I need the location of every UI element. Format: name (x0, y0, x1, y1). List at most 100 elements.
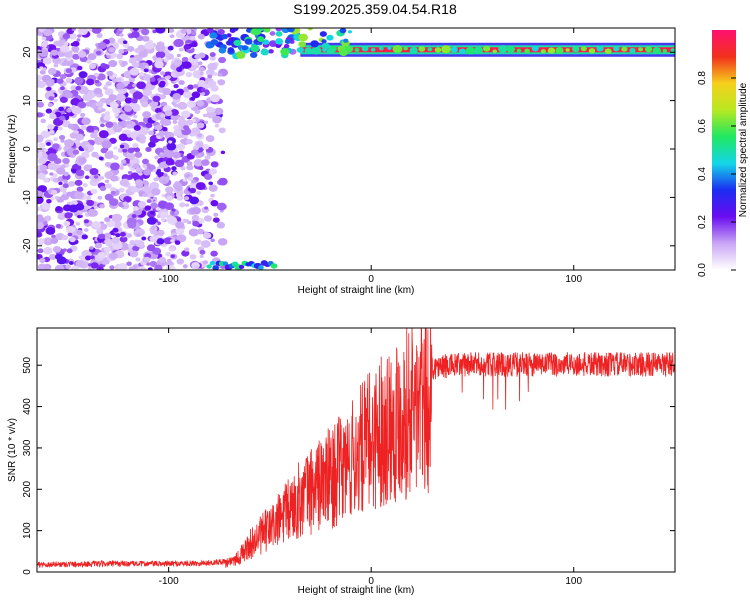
spectrogram-cell (82, 183, 87, 187)
spectrogram-cell (204, 173, 213, 181)
spectrogram-cell (87, 89, 94, 95)
spectrogram-cell (119, 144, 125, 149)
spectrogram-cell (638, 47, 644, 52)
spectrogram-cell (159, 152, 164, 156)
spectrogram-cell (171, 166, 177, 171)
spectrogram-cell (71, 265, 79, 270)
spectrogram-cell (170, 239, 175, 243)
spectrogram-cell (298, 41, 306, 48)
spectrogram-cell (78, 157, 87, 165)
spectrogram-cell (136, 233, 141, 237)
spectrogram-cell (387, 46, 392, 51)
spectrogram-cell (143, 256, 151, 262)
spectrogram-cell (210, 238, 215, 243)
spectrogram-y-tick-label: 10 (22, 95, 33, 107)
spectrogram-cell (192, 220, 200, 227)
spectrogram-cell (130, 186, 139, 193)
spectrogram-cell (97, 251, 106, 259)
spectrogram-cell (169, 34, 175, 39)
spectrogram-cell (37, 248, 44, 254)
spectrogram-cell (122, 40, 128, 44)
spectrogram-cell (183, 196, 190, 201)
spectrogram-cell (90, 188, 98, 195)
spectrogram-cell (37, 134, 44, 143)
spectrogram-cell (280, 47, 290, 56)
spectrogram-cell (392, 45, 403, 53)
spectrogram-cell (141, 28, 150, 36)
spectrogram-cell (191, 91, 201, 99)
spectrogram-cell (70, 85, 77, 91)
spectrogram-cell (275, 38, 284, 45)
spectrogram-cell (176, 66, 183, 73)
spectrogram-cell (86, 78, 95, 86)
spectrogram-cell (175, 193, 181, 198)
spectrogram-cell (629, 48, 636, 54)
spectrogram-cell (45, 227, 56, 235)
spectrogram-cell (137, 44, 146, 52)
spectrogram-cell (76, 186, 84, 192)
spectrogram-cell (37, 173, 46, 180)
spectrogram-cell (170, 254, 175, 258)
spectrogram-cell (275, 31, 283, 37)
spectrogram-cell (217, 79, 226, 86)
spectrogram-cell (71, 28, 76, 31)
spectrogram-cell (250, 44, 260, 53)
spectrogram-cell (128, 266, 134, 270)
spectrogram-cell (565, 48, 570, 52)
spectrogram-cell (78, 255, 84, 260)
spectrogram-cell (127, 170, 133, 175)
spectrogram-cell (178, 47, 184, 52)
spectrogram-cell (258, 265, 264, 270)
spectrogram-cell (158, 175, 170, 185)
spectrogram-cell (99, 186, 107, 192)
spectrogram-cell (205, 135, 215, 143)
spectrogram-cell (209, 52, 216, 57)
spectrogram-cell (96, 33, 103, 39)
spectrogram-cell (197, 61, 203, 66)
spectrogram-cell (378, 46, 384, 51)
spectrogram-cell (66, 108, 72, 113)
spectrogram-cell (409, 47, 418, 54)
spectrogram-cell (138, 127, 149, 136)
spectrogram-cell (208, 184, 218, 192)
spectrogram-x-ticks: -100 0 100 (159, 28, 583, 285)
spectrogram-cell (168, 28, 175, 33)
spectrogram-cell (105, 121, 114, 128)
spectrogram-cell (188, 228, 199, 237)
spectrogram-cell (59, 86, 65, 91)
spectrogram-cell (55, 206, 63, 212)
spectrogram-cell (213, 212, 219, 217)
spectrogram-cell (218, 56, 227, 64)
spectrogram-cell (105, 241, 113, 247)
spectrogram-cell (296, 47, 304, 53)
spectrogram-cell (434, 47, 442, 53)
spectrogram-cell (256, 36, 265, 42)
spectrogram-cell (166, 195, 173, 201)
spectrogram-cell (71, 106, 82, 115)
spectrogram-cell (418, 46, 426, 52)
spectrogram-cell (269, 31, 276, 36)
spectrogram-cell (57, 126, 63, 131)
spectrogram-cell (189, 35, 196, 41)
spectrogram-cell (38, 49, 49, 58)
spectrogram-cell (75, 85, 82, 91)
spectrogram-cell (85, 223, 90, 227)
spectrogram-cell (498, 45, 508, 53)
spectrogram-cell (319, 31, 327, 37)
spectrogram-cell (580, 46, 587, 52)
spectrogram-cell (154, 264, 163, 270)
spectrogram-cell (77, 50, 87, 58)
spectrogram-cell (80, 112, 86, 118)
spectrogram-cell (57, 213, 66, 220)
spectrogram-cell (321, 42, 330, 50)
spectrogram-cell (214, 123, 220, 128)
spectrogram-x-tick-label: 100 (565, 274, 582, 285)
spectrogram-cell (83, 146, 89, 151)
spectrogram-cell (41, 36, 47, 41)
spectrogram-cell (100, 123, 105, 128)
spectrogram-cell (143, 168, 152, 176)
spectrogram-cell (111, 213, 123, 222)
spectrogram-cell (260, 48, 269, 56)
spectrogram-cell (184, 219, 190, 223)
